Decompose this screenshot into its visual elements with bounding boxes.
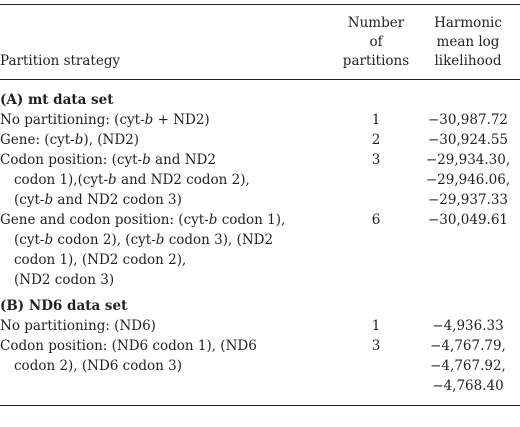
row-number: 3 [371, 152, 381, 168]
row-value: −29,934.30, [425, 152, 511, 168]
row-number: 1 [371, 318, 381, 334]
row-strategy-line: Gene and codon position: (cyt-b codon 1)… [0, 212, 286, 228]
row-value: −30,924.55 [427, 132, 509, 148]
row-value: −4,768.40 [432, 378, 504, 394]
row-strategy-line: No partitioning: (ND6) [0, 318, 156, 334]
header-rule [0, 79, 520, 80]
row-strategy-line: (cyt-b and ND2 codon 3) [14, 192, 182, 208]
row-number: 1 [371, 112, 381, 128]
header-hml-line1: Harmonic [434, 15, 502, 31]
row-number: 3 [371, 338, 381, 354]
section-title: (B) ND6 data set [0, 298, 128, 314]
row-strategy-line: (ND2 codon 3) [14, 272, 115, 288]
row-strategy-line: (cyt-b codon 2), (cyt-b codon 3), (ND2 [14, 232, 274, 248]
row-number: 6 [371, 212, 381, 228]
row-value: −30,987.72 [427, 112, 509, 128]
row-strategy-line: codon 1),(cyt-b and ND2 codon 2), [14, 172, 250, 188]
header-number-line1: Number [347, 15, 405, 31]
section-title: (A) mt data set [0, 92, 114, 108]
header-hml-line2: mean log [436, 34, 500, 50]
bottom-rule [0, 405, 520, 406]
header-number-line3: partitions [342, 53, 410, 69]
row-strategy-line: codon 2), (ND6 codon 3) [14, 358, 182, 374]
header-hml-line3: likelihood [434, 53, 502, 69]
row-value: −4,767.79, [430, 338, 506, 354]
row-strategy-line: No partitioning: (cyt-b + ND2) [0, 112, 210, 128]
row-strategy-line: Codon position: (ND6 codon 1), (ND6 [0, 338, 257, 354]
row-value: −29,937.33 [427, 192, 509, 208]
row-number: 2 [371, 132, 381, 148]
row-strategy-line: codon 1), (ND2 codon 2), [14, 252, 187, 268]
row-value: −4,936.33 [432, 318, 504, 334]
row-strategy-line: Gene: (cyt-b), (ND2) [0, 132, 140, 148]
row-value: −4,767.92, [430, 358, 506, 374]
top-rule [0, 4, 520, 5]
header-partition-strategy: Partition strategy [0, 53, 121, 69]
row-value: −29,946.06, [425, 172, 511, 188]
header-number-line2: of [369, 34, 383, 50]
row-strategy-line: Codon position: (cyt-b and ND2 [0, 152, 216, 168]
row-value: −30,049.61 [427, 212, 509, 228]
